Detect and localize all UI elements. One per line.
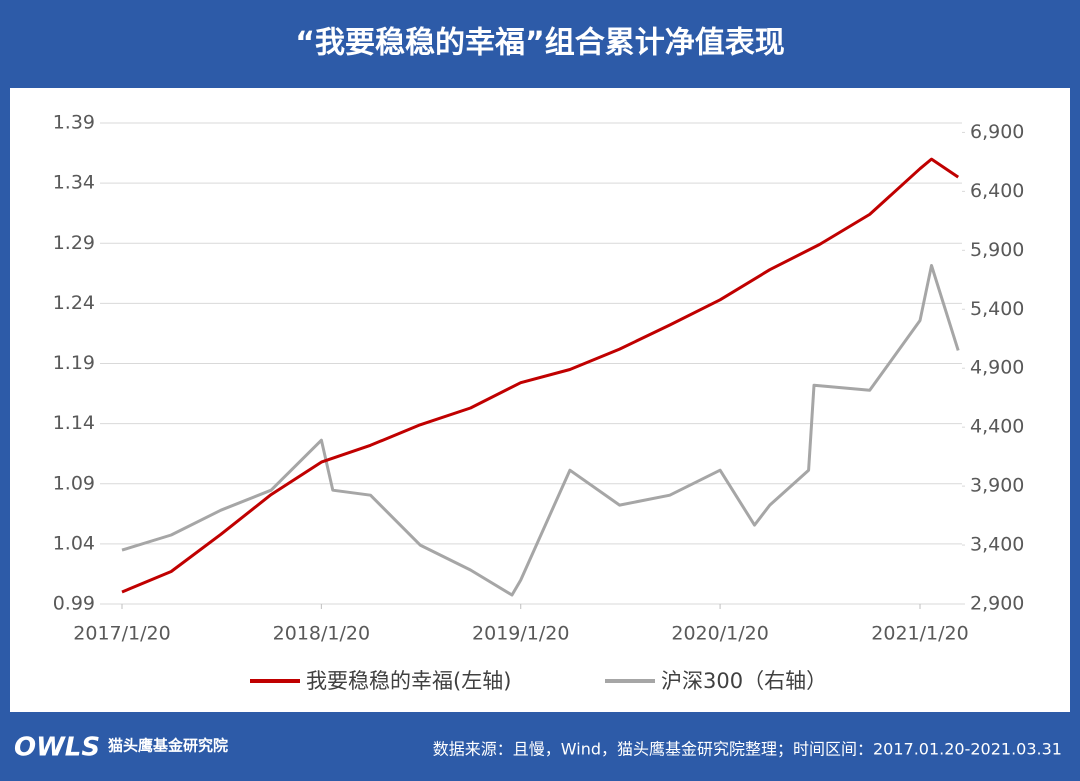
logo: OWLS <box>14 733 100 763</box>
y-tick-label: 1.29 <box>53 232 95 254</box>
legend-label: 沪深300（右轴） <box>661 669 827 693</box>
series-line <box>121 264 960 597</box>
y2-tick-label: 6,400 <box>970 180 1024 202</box>
x-tick-label: 2017/1/20 <box>73 623 170 645</box>
chart-title: “我要稳稳的幸福”组合累计净值表现 <box>295 26 784 61</box>
source-note: 数据来源：且慢，Wind，猫头鹰基金研究院整理；时间区间：2017.01.20-… <box>433 740 1062 759</box>
y2-tick-label: 3,400 <box>970 534 1024 556</box>
y-tick-label: 1.34 <box>53 172 95 194</box>
y-tick-label: 1.24 <box>53 292 95 314</box>
series-line <box>121 157 960 594</box>
x-tick-label: 2019/1/20 <box>472 623 569 645</box>
y2-tick-label: 6,900 <box>970 121 1024 143</box>
x-tick-label: 2020/1/20 <box>671 623 768 645</box>
y-tick-label: 1.19 <box>53 352 95 374</box>
y2-tick-label: 4,400 <box>970 416 1024 438</box>
y-tick-label: 0.99 <box>53 593 95 615</box>
y2-tick-label: 5,900 <box>970 239 1024 261</box>
y2-tick-label: 4,900 <box>970 357 1024 379</box>
y-tick-label: 1.14 <box>53 412 95 434</box>
y2-tick-label: 2,900 <box>970 593 1024 615</box>
logo-name: 猫头鹰基金研究院 <box>108 737 228 755</box>
plot-panel <box>10 88 1070 712</box>
y-tick-label: 1.39 <box>53 112 95 134</box>
x-tick-label: 2018/1/20 <box>273 623 370 645</box>
x-tick-label: 2021/1/20 <box>871 623 968 645</box>
y2-tick-label: 5,400 <box>970 298 1024 320</box>
legend-label: 我要稳稳的幸福(左轴) <box>306 669 511 693</box>
y-tick-label: 1.04 <box>53 532 95 554</box>
y2-tick-label: 3,900 <box>970 475 1024 497</box>
y-tick-label: 1.09 <box>53 472 95 494</box>
